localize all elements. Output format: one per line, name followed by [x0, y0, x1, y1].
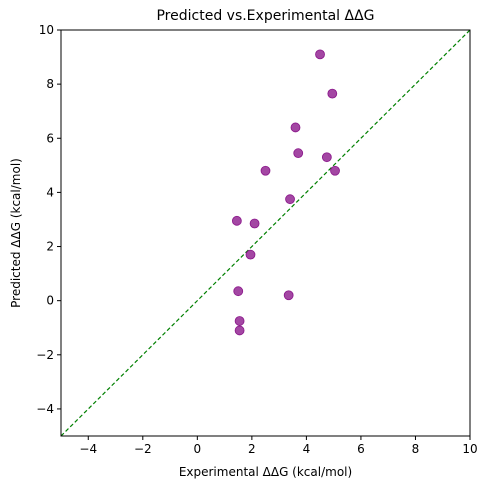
- data-point-12: [283, 290, 294, 301]
- chart-title: Predicted vs.Experimental ΔΔG: [156, 8, 374, 24]
- data-point-11: [233, 286, 244, 297]
- x-tick-label-5: 6: [357, 442, 365, 456]
- reference-line: [60, 29, 471, 437]
- plot-area: [60, 29, 471, 437]
- data-point-9: [249, 218, 260, 229]
- data-point-7: [285, 194, 295, 205]
- y-tick-label-1: −2: [36, 348, 54, 362]
- x-tick-label-3: 2: [248, 442, 256, 456]
- data-point-13: [234, 316, 245, 326]
- y-tick-label-5: 6: [46, 131, 54, 145]
- y-tick-label-0: −4: [36, 402, 54, 416]
- y-tick-label-4: 4: [46, 185, 54, 199]
- data-point-2: [290, 122, 301, 133]
- data-point-8: [231, 215, 242, 226]
- y-tick-label-3: 2: [46, 240, 54, 254]
- y-axis-label: Predicted ΔΔG (kcal/mol): [9, 158, 23, 308]
- data-point-5: [260, 165, 271, 176]
- data-point-0: [315, 49, 325, 60]
- x-axis-label: Experimental ΔΔG (kcal/mol): [179, 465, 352, 479]
- y-tick-label-2: 0: [46, 294, 54, 308]
- x-tick-label-0: −4: [79, 442, 97, 456]
- y-tick-label-6: 8: [46, 77, 54, 91]
- x-tick-label-7: 10: [462, 442, 477, 456]
- x-tick-label-4: 4: [303, 442, 311, 456]
- axes-frame: [60, 29, 471, 437]
- data-point-4: [321, 152, 332, 163]
- data-point-10: [245, 249, 256, 260]
- x-tick-label-1: −2: [134, 442, 152, 456]
- data-point-14: [234, 325, 245, 336]
- x-tick-label-2: 0: [194, 442, 202, 456]
- data-point-3: [293, 148, 304, 159]
- y-tick-label-7: 10: [39, 23, 54, 37]
- axis-ticks: −4 −2 0 2 4 6 8 10 −4 −2 0 2 4 6 8 10: [36, 23, 477, 456]
- x-tick-label-6: 8: [412, 442, 420, 456]
- data-point-6: [330, 165, 340, 176]
- data-point-1: [327, 88, 338, 99]
